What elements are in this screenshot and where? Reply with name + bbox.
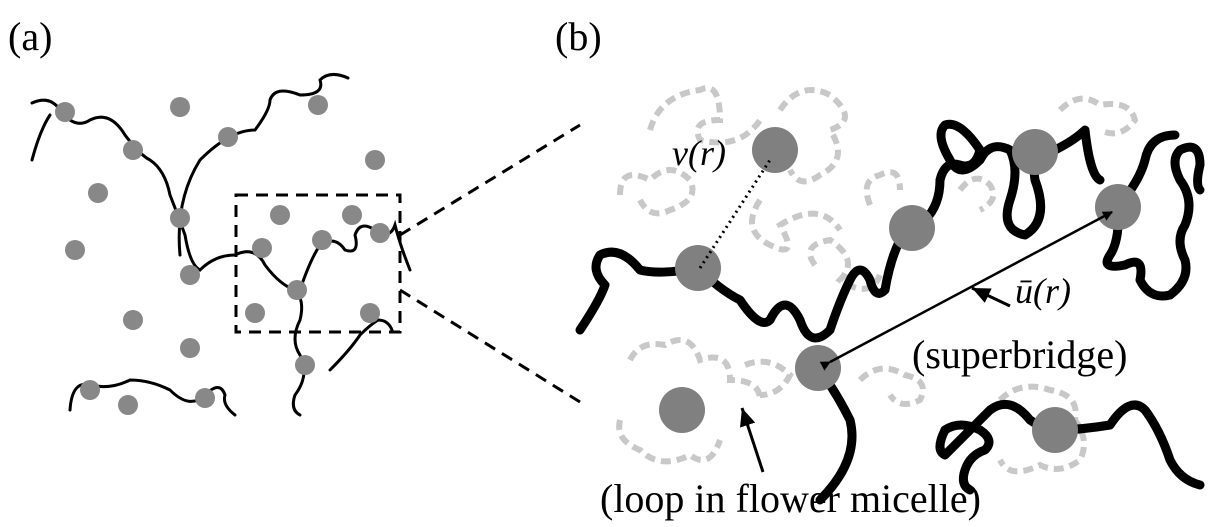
panel-a-micelles — [55, 95, 390, 415]
diagram: (a) (b) — [0, 0, 1210, 527]
panel-a-chains — [32, 74, 410, 415]
bridging-chains — [580, 124, 1200, 500]
superbridge-label: (superbridge) — [912, 332, 1127, 377]
loop-label: (loop in flower micelle) — [600, 476, 981, 521]
panel-b-label: (b) — [555, 14, 602, 59]
potential-label: v(r) — [672, 133, 726, 173]
vector-label: ū(r) — [1015, 271, 1071, 311]
panel-a-label: (a) — [8, 14, 52, 59]
